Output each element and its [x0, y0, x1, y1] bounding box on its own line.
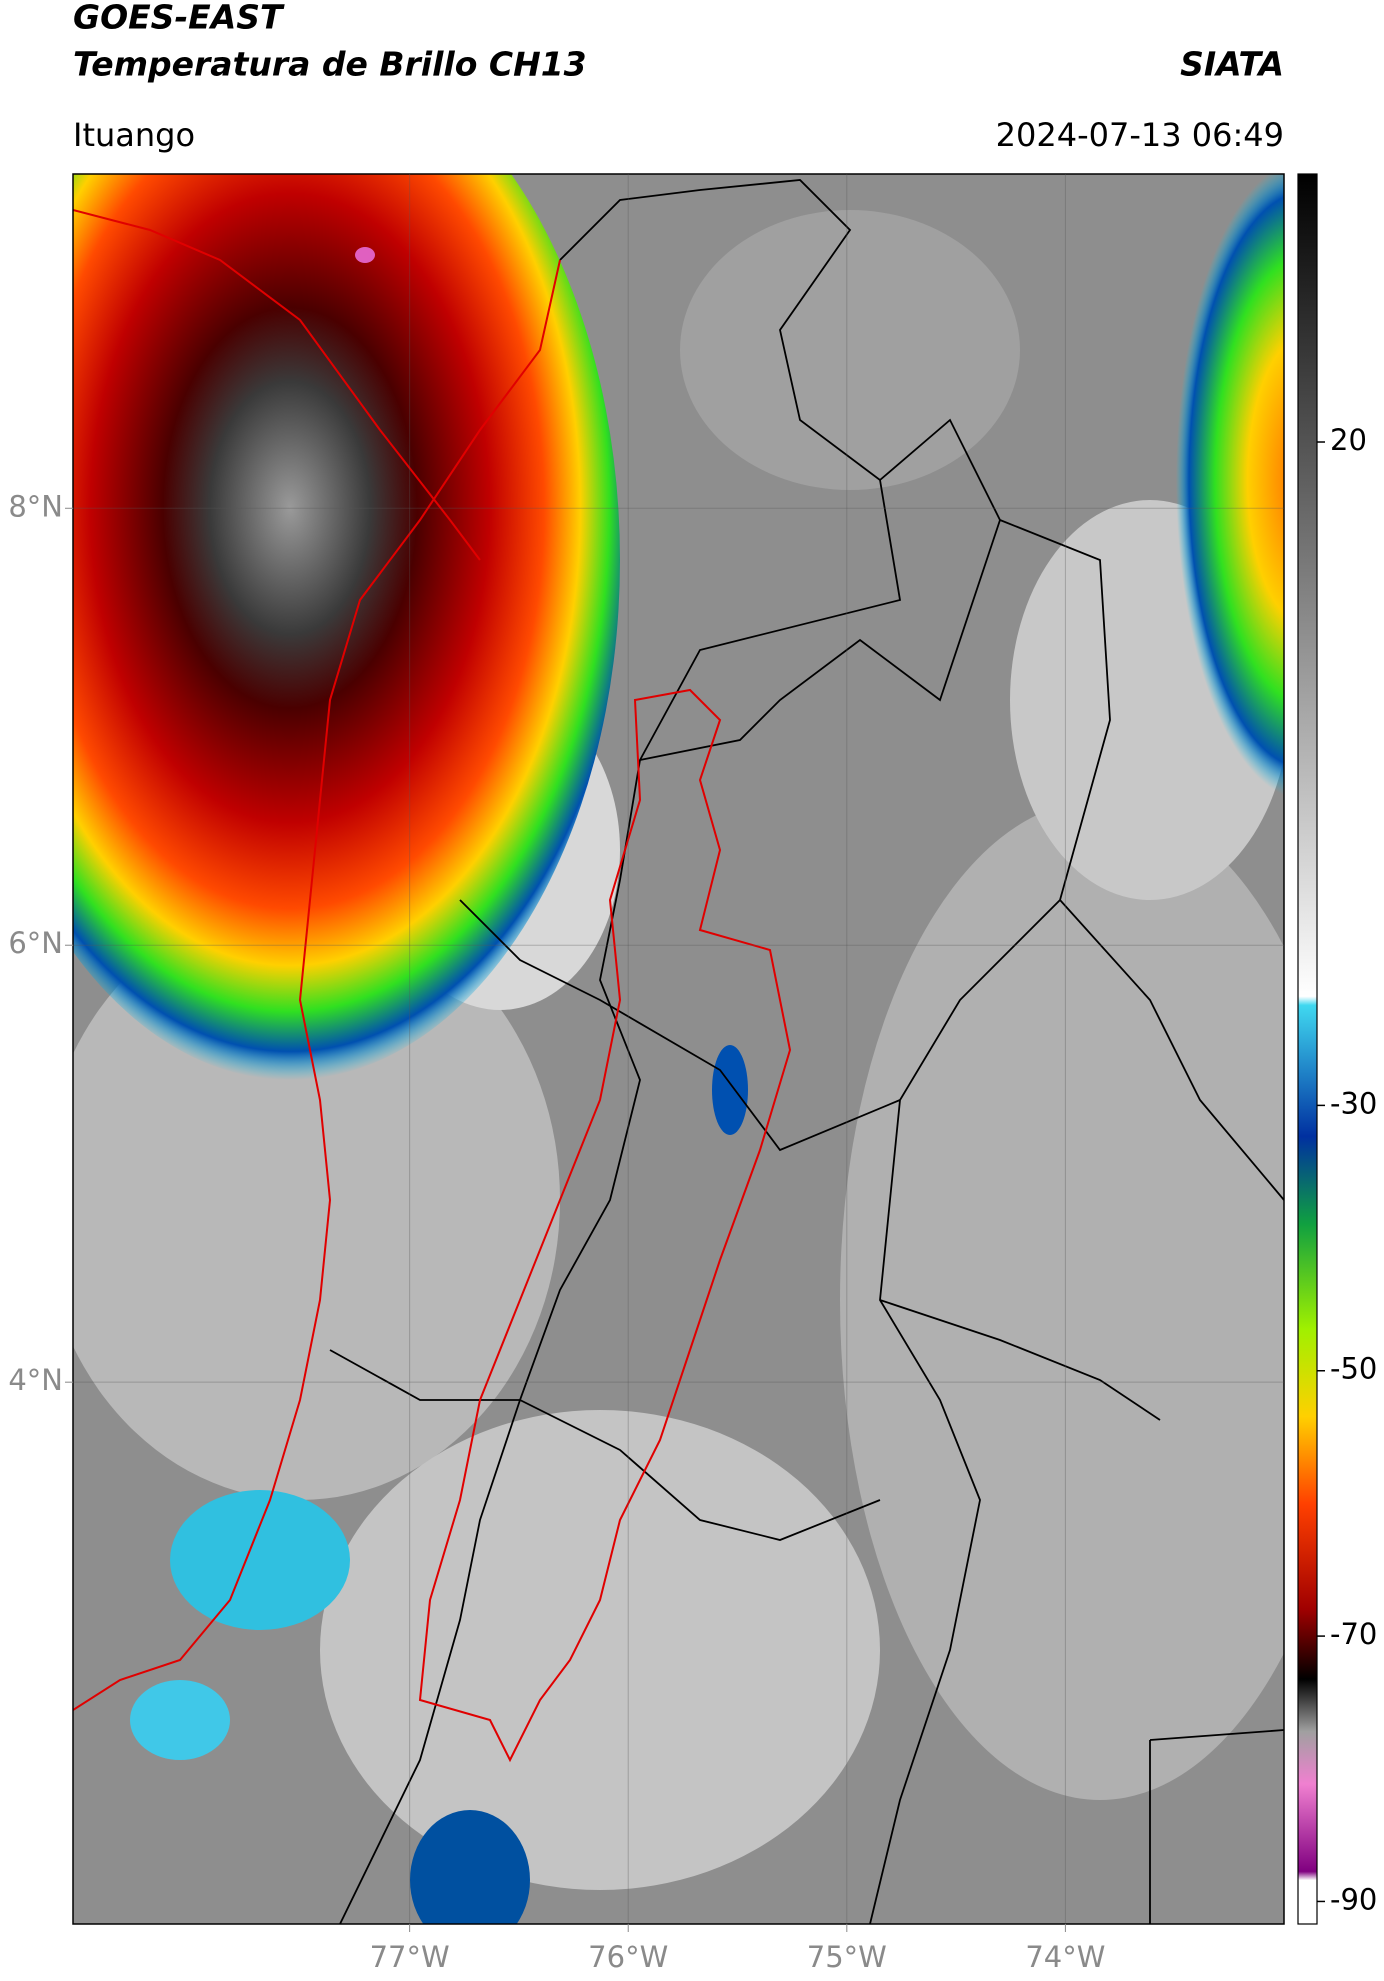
- satellite-image: [73, 174, 1284, 1924]
- colorbar-label: -30: [1330, 1086, 1377, 1120]
- map-frame: [72, 173, 1285, 1925]
- colorbar-label: -70: [1330, 1617, 1377, 1651]
- y-tick-label: 8°N: [8, 489, 63, 523]
- region: Ituango: [73, 116, 195, 154]
- colorbar-label: -50: [1330, 1352, 1377, 1386]
- y-tick-label: 4°N: [8, 1363, 63, 1397]
- title: GOES-EAST: [73, 0, 285, 37]
- timestamp: 2024-07-13 06:49: [996, 116, 1284, 154]
- colorbar-label: 20: [1330, 423, 1367, 457]
- y-tick-label: 6°N: [8, 926, 63, 960]
- x-tick-label: 75°W: [807, 1940, 887, 1974]
- colorbar-label: -90: [1330, 1882, 1377, 1916]
- colorbar: [1297, 173, 1318, 1925]
- x-tick-label: 76°W: [588, 1940, 668, 1974]
- subtitle: Temperatura de Brillo CH13: [73, 45, 587, 84]
- source: SIATA: [1180, 45, 1284, 84]
- x-tick-label: 74°W: [1025, 1940, 1105, 1974]
- x-tick-label: 77°W: [370, 1940, 450, 1974]
